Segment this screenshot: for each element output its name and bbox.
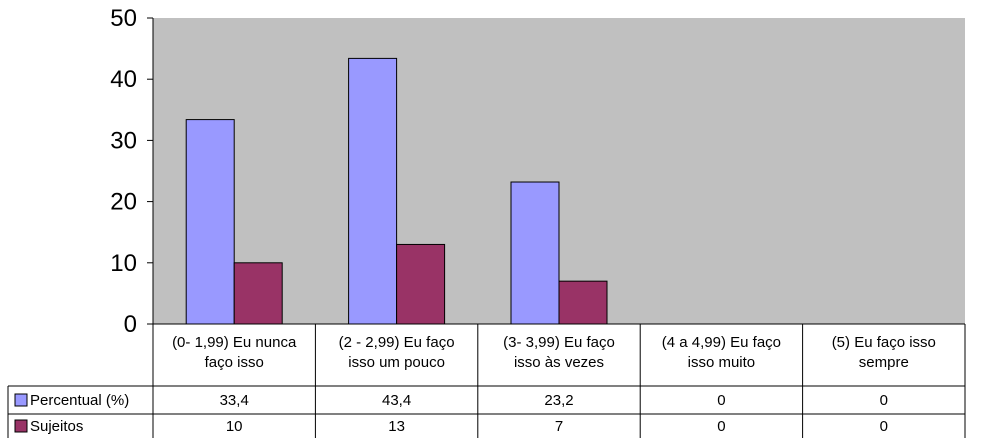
table-cell: 13 [388, 418, 405, 435]
category-label: (2 - 2,99) Eu faço [339, 334, 455, 351]
y-tick-label: 10 [110, 250, 137, 277]
category-label: faço isso [205, 354, 264, 371]
table-cell: 43,4 [382, 392, 411, 409]
category-label: (0- 1,99) Eu nunca [172, 334, 297, 351]
bar-sujeitos-2 [558, 280, 608, 325]
bar-percentual-1 [348, 57, 398, 325]
y-tick-label: 20 [110, 189, 137, 216]
y-tick-label: 40 [110, 66, 137, 93]
table-cell: 0 [880, 392, 888, 409]
bar-percentual-2 [510, 181, 560, 325]
legend-key-sujeitos [14, 419, 28, 433]
category-label: isso às vezes [514, 354, 604, 371]
table-cell: 10 [226, 418, 243, 435]
bar-percentual-0 [185, 119, 235, 325]
table-cell: 0 [717, 392, 725, 409]
category-label: (3- 3,99) Eu faço [503, 334, 615, 351]
y-tick-label: 30 [110, 127, 137, 154]
y-tick-label: 0 [124, 311, 137, 338]
category-label: (4 a 4,99) Eu faço [662, 334, 781, 351]
legend-label: Percentual (%) [30, 392, 129, 409]
category-label: isso um pouco [348, 354, 445, 371]
data-table: (0- 1,99) Eu nunca faço isso (2 - 2,99) Eu… [7, 323, 966, 438]
legend-label: Sujeitos [30, 418, 83, 435]
table-cell: 33,4 [220, 392, 249, 409]
legend-key-percentual [14, 393, 28, 407]
y-axis: 0 10 20 30 40 50 [110, 5, 154, 338]
category-label: sempre [859, 354, 909, 371]
y-tick-label: 50 [110, 5, 137, 32]
table-cell: 0 [717, 418, 725, 435]
category-label: isso muito [688, 354, 756, 371]
table-cell: 23,2 [544, 392, 573, 409]
table-cell: 0 [880, 418, 888, 435]
category-label: (5) Eu faço isso [832, 334, 936, 351]
bar-sujeitos-1 [396, 243, 446, 325]
table-cell: 7 [555, 418, 563, 435]
bar-sujeitos-0 [233, 262, 283, 325]
